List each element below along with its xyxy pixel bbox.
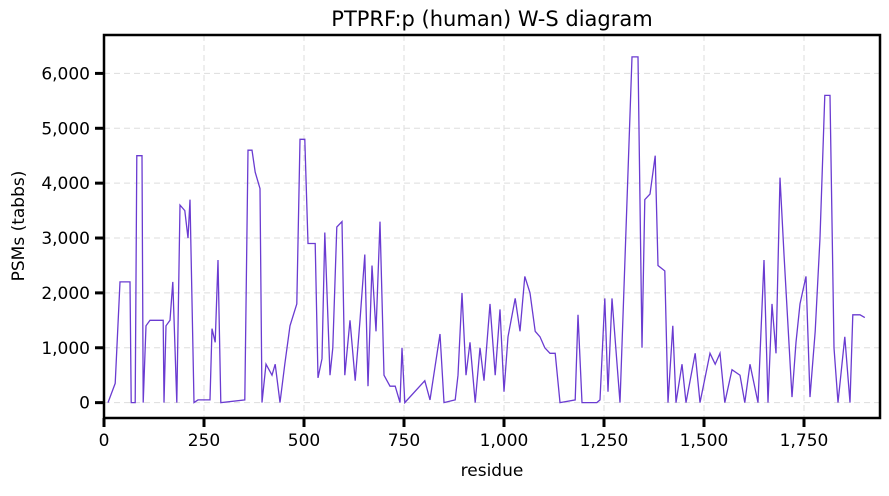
chart-title: PTPRF:p (human) W-S diagram [331,7,652,31]
x-tick-label: 1,250 [580,431,629,451]
y-tick-label: 6,000 [41,64,90,84]
plot-frame [102,33,882,420]
y-tick-label: 0 [79,394,90,414]
x-tick-label: 0 [99,431,110,451]
y-tick-label: 3,000 [41,229,90,249]
x-tick-label: 1,500 [680,431,729,451]
data-line [107,56,866,405]
y-tick-label: 4,000 [41,174,90,194]
x-tick-label: 500 [288,431,320,451]
x-axis-label: residue [461,461,524,481]
x-tick-label: 1,000 [480,431,529,451]
y-tick-label: 5,000 [41,119,90,139]
x-tick-label: 1,750 [780,431,829,451]
x-tick-label: 250 [188,431,220,451]
x-tick-label: 750 [388,431,420,451]
y-tick-label: 2,000 [41,284,90,304]
y-axis-label: PSMs (tabbs) [9,171,29,282]
y-tick-label: 1,000 [41,339,90,359]
